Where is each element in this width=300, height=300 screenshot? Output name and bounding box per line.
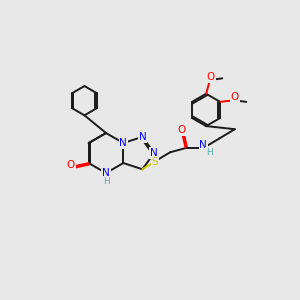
Text: O: O	[207, 72, 215, 82]
Text: N: N	[199, 140, 207, 150]
Text: H: H	[206, 148, 213, 157]
Text: O: O	[231, 92, 239, 102]
Text: O: O	[178, 125, 186, 135]
Text: N: N	[139, 132, 146, 142]
Text: O: O	[67, 160, 75, 170]
Text: N: N	[150, 148, 158, 158]
Text: N: N	[119, 138, 127, 148]
Text: N: N	[102, 168, 110, 178]
Text: S: S	[152, 157, 158, 166]
Text: H: H	[103, 177, 110, 186]
